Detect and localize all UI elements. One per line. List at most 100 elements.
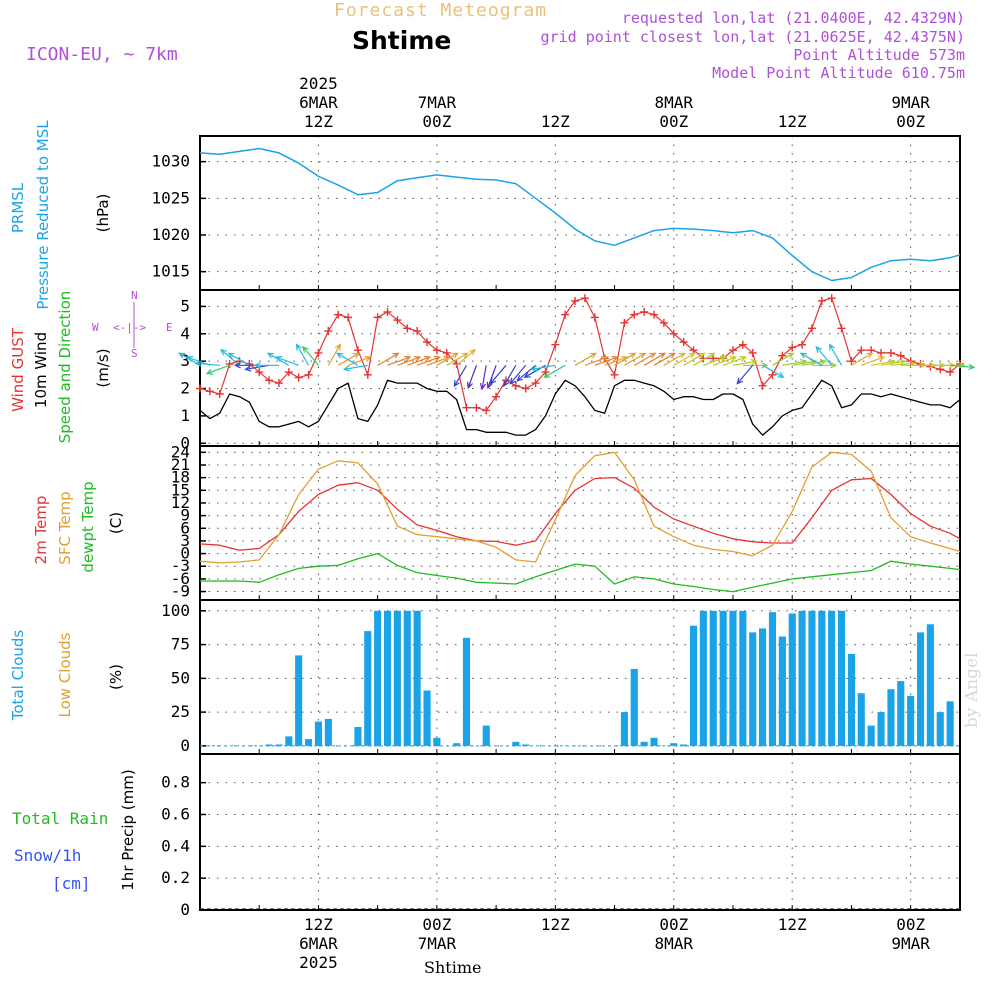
wind-gust-marker [817, 296, 826, 305]
clouds-y-tick-label: 100 [161, 601, 190, 620]
total-cloud-bar [917, 632, 925, 746]
temperature-y-tick-label: 24 [171, 442, 190, 461]
total-cloud-bar [285, 736, 293, 746]
pressure-y-tick-label: 1020 [151, 225, 190, 244]
wind-direction-arrow [436, 352, 459, 366]
precip-y-tick-label: 0.8 [161, 773, 190, 792]
wind-direction-arrow [205, 364, 230, 375]
bottom-time-label: 12Z [304, 915, 333, 934]
total-cloud-bar [926, 624, 934, 746]
wind-gust-marker [511, 381, 520, 390]
pressure-frame [199, 135, 961, 291]
clouds-unit-label: (%) [107, 664, 125, 690]
grid-point-coords: grid point closest lon,lat (21.0625E, 42… [540, 28, 965, 46]
wind-gust-marker [580, 294, 589, 303]
pressure-line [199, 147, 961, 282]
wind-direction-arrow [446, 352, 469, 366]
total-rain-label: Total Rain [12, 809, 108, 828]
wind-direction-arrow [683, 352, 706, 366]
snow-label: Snow/1h [14, 846, 81, 865]
wind-direction-arrow [703, 355, 728, 366]
total-cloud-bar [265, 744, 273, 746]
prmsl-label: PRMSL [9, 182, 27, 233]
compass-east-label: E [166, 321, 173, 334]
wind-direction-arrow [302, 345, 319, 366]
top-time-label: 00Z [422, 112, 451, 131]
wind-10m-label: 10m Wind [32, 332, 50, 408]
wind-direction-arrow [244, 364, 270, 372]
wind-gust-marker [363, 370, 372, 379]
wind-direction-arrow [467, 365, 477, 390]
wind-direction-arrow [416, 355, 442, 366]
total-cloud-bar [393, 610, 401, 746]
precip-panel: 0 0.2 0.4 0.6 0.8 [161, 753, 961, 919]
temp-sfc-line [199, 451, 961, 564]
top-time-label: 00Z [896, 112, 925, 131]
wind-direction-arrow [762, 364, 785, 379]
wind-gust-marker [650, 310, 659, 319]
wind-direction-arrow [347, 355, 372, 366]
wind-gust-marker [669, 329, 678, 338]
precip-unit-label: 1hr Precip (mm) [119, 769, 137, 890]
wind-gust-marker [807, 324, 816, 333]
wind-gust-marker [196, 384, 204, 393]
wind-direction-arrow [799, 352, 823, 366]
wind-gust-marker [590, 313, 599, 322]
wind-gust-marker [472, 403, 481, 412]
requested-coords: requested lon,lat (21.0400E, 42.4329N) [621, 9, 965, 27]
bottom-time-label: 8MAR [655, 934, 694, 953]
total-cloud-bar [512, 741, 520, 746]
wind-gust-marker [768, 370, 777, 379]
total-cloud-bar [828, 610, 836, 746]
wind-direction-arrow [342, 364, 368, 372]
temperature-y-tick-label: 21 [171, 455, 190, 474]
wind-direction-arrow [801, 358, 828, 366]
total-cloud-bar [877, 712, 885, 746]
wind-speed-line [199, 379, 961, 436]
precip-y-tick-label: 0 [180, 900, 190, 919]
wind-gust-marker [758, 381, 767, 390]
bottom-time-label: 00Z [422, 915, 451, 934]
total-clouds-label: Total Clouds [9, 630, 27, 722]
wind-gust-marker [383, 307, 392, 316]
model-altitude: Model Point Altitude 610.75m [712, 64, 965, 82]
wind-direction-arrow [673, 352, 696, 366]
wind-gust-marker [462, 403, 471, 412]
temperature-y-tick-label: -6 [171, 569, 190, 588]
wind-gust-marker [551, 340, 560, 349]
wind-direction-arrow [486, 365, 497, 390]
compass-north-label: N [131, 289, 138, 302]
wind-gust-marker [274, 379, 283, 388]
pressure-y-tick-label: 1025 [151, 188, 190, 207]
wind-gust-marker [373, 313, 382, 322]
wind-gust-marker [847, 357, 856, 366]
wind-gust-marker [659, 318, 668, 327]
precip-y-tick-label: 0.4 [161, 836, 190, 855]
wind-gust-marker [610, 370, 619, 379]
total-cloud-bar [403, 610, 411, 746]
low-clouds-label: Low Clouds [56, 632, 74, 717]
wind-direction-arrow [614, 352, 637, 366]
total-cloud-bar [314, 721, 322, 746]
total-cloud-bar [768, 612, 776, 746]
wind-direction-arrow [736, 364, 754, 385]
wind-gust-marker [413, 327, 422, 336]
compass-arrow-label: <-|-> [113, 321, 146, 334]
bottom-time-label: 12Z [778, 915, 807, 934]
wind-direction-arrow [327, 343, 341, 366]
top-time-label: 12Z [778, 112, 807, 131]
total-cloud-bar [857, 693, 865, 746]
compass-west-label: W [92, 321, 99, 334]
wind-direction-arrow [828, 343, 843, 366]
wind-direction-arrow [456, 348, 477, 366]
precip-y-tick-label: 0.2 [161, 868, 190, 887]
wind-gust-marker [225, 359, 234, 368]
wind-direction-arrow [643, 352, 667, 366]
temp-2m-label: 2m Temp [32, 496, 50, 565]
total-cloud-bar [275, 744, 283, 746]
wind-y-tick-label: 5 [180, 296, 190, 315]
top-time-label: 9MAR [891, 93, 930, 112]
total-cloud-bar [788, 613, 796, 746]
wind-gust-marker [452, 359, 461, 368]
top-time-label: 2025 [299, 74, 338, 93]
